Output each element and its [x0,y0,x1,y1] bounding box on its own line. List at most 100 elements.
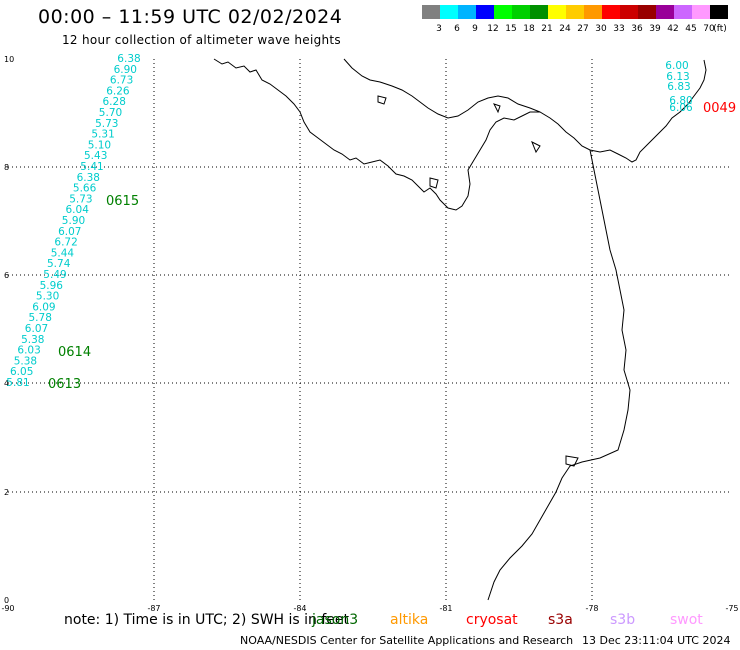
legend-label: 70 [703,24,715,34]
y-tick-label: 2 [4,488,9,497]
legend-label: 12 [487,24,498,34]
wave-height-label: 5.73 [69,193,92,205]
wave-height-label: 6.28 [103,96,126,108]
wave-height-label: 5.90 [62,215,85,227]
y-tick-label: 6 [4,271,9,280]
wave-height-label: 6.00 [665,60,688,72]
coastline-central-america [213,58,707,211]
time-label: 0615 [106,194,139,209]
legend-swatch [440,5,458,19]
grid-lines [8,59,732,600]
wave-height-label: 5.41 [80,161,103,173]
wave-height-label: 6.05 [10,366,33,378]
satellite-legend-item: altika [390,612,429,628]
coastline-pacific-south-america [487,149,631,601]
x-tick-label: -87 [147,604,160,613]
axis-tick-labels: 0 2 4 6 8 10 -90 -87 -84 -81 -78 -75 [1,55,738,613]
wave-height-label: 6.06 [669,102,693,114]
y-tick-label: 0 [4,596,9,605]
legend-label: 45 [685,24,696,34]
y-tick-label: 8 [4,163,9,172]
legend-swatch [620,5,638,19]
wave-height-label: 5.30 [36,291,59,303]
legend-swatch [512,5,530,19]
wave-height-label: 5.78 [29,312,52,324]
track-time-labels: 0615 0614 0613 0049 [48,101,736,392]
legend-label: 39 [649,24,661,34]
legend-label: 30 [595,24,607,34]
wave-height-label: 5.73 [95,118,118,130]
track-east-values: 6.006.136.83 6.806.06 [665,60,693,114]
wave-height-label: 6.80 [669,95,692,107]
x-tick-label: -90 [1,604,14,613]
legend-label: 36 [631,24,643,34]
wave-height-label: 5.44 [51,247,75,259]
wave-height-label: 6.09 [32,301,55,313]
y-tick-label: 10 [4,55,14,64]
wave-height-label: 6.83 [667,81,690,93]
wave-height-label: 6.26 [106,85,130,97]
legend-label: (ft) [713,24,727,34]
legend-swatch [476,5,494,19]
wave-height-label: 6.38 [77,172,100,184]
legend-swatch [602,5,620,19]
wave-height-label: 5.70 [99,107,122,119]
footer-timestamp: 13 Dec 23:11:04 UTC 2024 [582,634,731,647]
wave-height-label: 6.72 [54,237,77,249]
map-title: 00:00 – 11:59 UTC 02/02/2024 [38,6,343,28]
legend-label: 6 [454,24,460,34]
wave-height-label: 5.96 [40,280,64,292]
legend-label: 21 [541,24,552,34]
wave-height-label: 5.38 [14,355,37,367]
wave-height-label: 6.04 [66,204,90,216]
legend-label: 24 [559,24,571,34]
satellite-legend-item: s3b [610,612,636,628]
satellite-legend-item: swot [670,612,703,628]
wave-height-label: 5.74 [47,258,71,270]
legend-swatch [674,5,692,19]
legend-swatch [548,5,566,19]
wave-height-label: 6.13 [666,71,689,83]
coastline-northern-colombia [343,58,541,119]
legend-label: 15 [505,24,516,34]
legend-swatch [638,5,656,19]
footer-note: note: 1) Time is in UTC; 2) SWH is in fe… [64,612,350,628]
legend-swatch [584,5,602,19]
wave-height-label: 5.49 [43,269,66,281]
x-tick-label: -84 [293,604,306,613]
color-legend: 3 6 9 12 15 18 21 24 27 30 33 36 39 42 45 70(ft) [422,5,728,34]
wave-height-label: 6.07 [25,323,48,335]
time-label: 0049 [703,101,736,116]
legend-swatch [458,5,476,19]
legend-label: 9 [472,24,478,34]
legend-label: 18 [523,24,535,34]
wave-height-label: 5.31 [91,129,114,141]
legend-swatch [422,5,440,19]
wave-height-label: 5.10 [88,139,111,151]
x-tick-label: -81 [439,604,452,613]
x-tick-label: -75 [725,604,738,613]
footer-credit: NOAA/NESDIS Center for Satellite Applica… [240,634,574,647]
legend-swatch [692,5,710,19]
legend-label: 27 [577,24,588,34]
track-west-values: 6.386.906.736.266.285.705.735.315.105.43… [6,53,140,389]
legend-swatch [494,5,512,19]
y-tick-label: 4 [4,379,9,388]
wave-height-label: 5.38 [21,334,44,346]
legend-swatch [566,5,584,19]
legend-swatch [656,5,674,19]
wave-height-label: 6.03 [17,345,40,357]
coastline-islands [377,95,579,467]
wave-height-label: 5.81 [6,377,29,389]
legend-label: 33 [613,24,624,34]
wave-height-label: 6.90 [114,64,137,76]
wave-height-label: 5.43 [84,150,107,162]
x-tick-label: -78 [585,604,598,613]
legend-swatch [530,5,548,19]
satellite-legend-item: cryosat [466,612,518,628]
wave-height-label: 6.38 [117,53,140,65]
satellite-legend-item: jason3 [312,612,359,628]
coastline [213,58,707,601]
legend-label: 42 [667,24,678,34]
